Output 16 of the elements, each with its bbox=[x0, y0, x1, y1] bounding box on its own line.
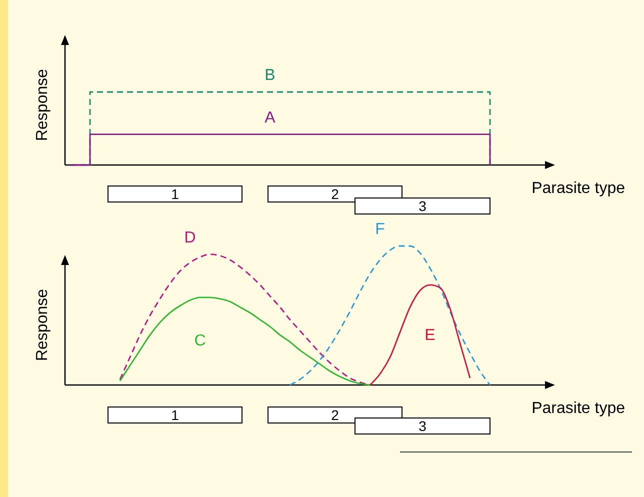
y-axis-title: Response bbox=[34, 68, 51, 142]
text: 1 bbox=[171, 407, 180, 423]
text: 2 bbox=[331, 407, 340, 423]
series-label: F bbox=[375, 221, 386, 238]
text: 2 bbox=[331, 186, 340, 202]
series-label: A bbox=[264, 109, 276, 126]
series-label: E bbox=[424, 326, 436, 344]
text: 1 bbox=[171, 186, 180, 202]
text: 3 bbox=[418, 418, 427, 434]
x-axis-title: Parasite type bbox=[532, 400, 626, 417]
text: 3 bbox=[418, 198, 427, 214]
series-label: C bbox=[194, 332, 206, 350]
series-label: D bbox=[184, 229, 196, 246]
series-label: B bbox=[264, 67, 276, 84]
x-axis-title: Parasite type bbox=[532, 180, 626, 197]
y-axis-title: Response bbox=[34, 288, 51, 362]
